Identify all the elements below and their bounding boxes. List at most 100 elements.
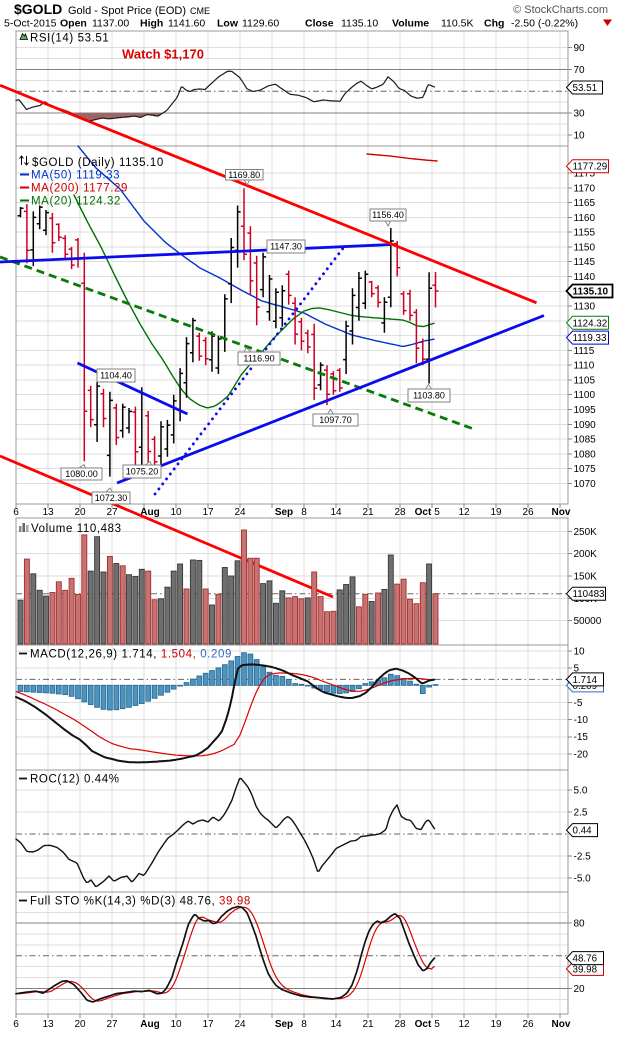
svg-text:20: 20	[574, 984, 586, 995]
svg-text:1124.32: 1124.32	[573, 318, 608, 329]
svg-text:Low: Low	[217, 18, 239, 30]
svg-text:MA(20) 1124.32: MA(20) 1124.32	[31, 196, 121, 208]
svg-text:1070: 1070	[574, 479, 597, 490]
svg-text:30: 30	[574, 109, 586, 120]
svg-text:80: 80	[574, 919, 586, 930]
svg-text:1165: 1165	[574, 198, 596, 209]
svg-text:1156.40: 1156.40	[372, 210, 404, 220]
svg-text:14: 14	[330, 1019, 342, 1030]
svg-text:1080.00: 1080.00	[65, 469, 98, 479]
svg-text:1135.10: 1135.10	[573, 287, 609, 298]
svg-text:8: 8	[301, 507, 307, 518]
svg-text:19: 19	[490, 1019, 502, 1030]
svg-text:90: 90	[574, 43, 586, 54]
svg-text:6: 6	[13, 1019, 19, 1030]
svg-text:2.5: 2.5	[574, 808, 588, 819]
svg-text:1140: 1140	[574, 272, 596, 283]
svg-text:70: 70	[574, 65, 586, 76]
svg-text:5.0: 5.0	[574, 786, 588, 797]
svg-text:10: 10	[574, 647, 586, 658]
svg-text:MA(50) 1119.33: MA(50) 1119.33	[31, 170, 120, 182]
svg-text:12: 12	[458, 1019, 470, 1030]
svg-text:MACD(12,26,9) 1.714, 1.504, 0.: MACD(12,26,9) 1.714, 1.504, 0.209	[30, 649, 232, 661]
svg-text:1103.80: 1103.80	[413, 391, 445, 401]
svg-text:1.714: 1.714	[573, 675, 598, 686]
svg-text:28: 28	[394, 507, 406, 518]
svg-text:1095: 1095	[574, 405, 597, 416]
svg-text:8: 8	[301, 1019, 307, 1030]
svg-text:1141.60: 1141.60	[168, 18, 205, 30]
svg-text:21: 21	[362, 1019, 374, 1030]
svg-text:MA(200) 1177.29: MA(200) 1177.29	[31, 183, 128, 195]
svg-text:1130: 1130	[574, 302, 596, 313]
svg-text:1177.29: 1177.29	[573, 162, 608, 173]
svg-text:1072.30: 1072.30	[95, 493, 128, 503]
svg-text:Aug: Aug	[140, 507, 159, 518]
svg-text:1100: 1100	[574, 390, 596, 401]
svg-text:1075: 1075	[574, 464, 597, 475]
svg-text:110.5K: 110.5K	[441, 18, 474, 30]
svg-text:Oct: Oct	[415, 1019, 432, 1030]
svg-text:39.98: 39.98	[573, 964, 598, 975]
svg-text:1097.70: 1097.70	[319, 415, 352, 425]
svg-text:17: 17	[202, 1019, 214, 1030]
svg-text:Sep: Sep	[275, 1019, 293, 1030]
svg-text:10: 10	[170, 507, 182, 518]
svg-text:Close: Close	[305, 18, 334, 30]
svg-text:150K: 150K	[574, 572, 598, 583]
svg-text:1085: 1085	[574, 435, 597, 446]
svg-text:1155: 1155	[574, 228, 596, 239]
svg-text:6: 6	[13, 507, 19, 518]
svg-text:20: 20	[74, 1019, 86, 1030]
svg-text:0.44: 0.44	[573, 826, 593, 837]
svg-text:Chg: Chg	[484, 18, 504, 30]
svg-text:53.51: 53.51	[573, 83, 598, 94]
svg-text:1170: 1170	[574, 183, 596, 194]
svg-text:Full STO %K(14,3) %D(3) 48.76,: Full STO %K(14,3) %D(3) 48.76, 39.98	[30, 896, 251, 908]
svg-text:5-Oct-2015: 5-Oct-2015	[4, 18, 57, 30]
svg-text:1080: 1080	[574, 449, 597, 460]
svg-text:1135.10: 1135.10	[341, 18, 378, 30]
svg-text:-5: -5	[574, 698, 583, 709]
svg-text:1137.00: 1137.00	[92, 18, 129, 30]
svg-text:110483: 110483	[573, 589, 606, 600]
svg-text:1110: 1110	[574, 361, 595, 372]
svg-text:Aug: Aug	[140, 1019, 159, 1030]
svg-text:19: 19	[490, 507, 502, 518]
svg-text:20: 20	[74, 507, 86, 518]
svg-text:1105: 1105	[574, 376, 596, 387]
svg-text:1116.90: 1116.90	[243, 354, 274, 364]
svg-text:5: 5	[434, 1019, 440, 1030]
svg-text:26: 26	[522, 507, 534, 518]
svg-text:1175: 1175	[574, 169, 596, 180]
svg-text:RSI(14) 53.51: RSI(14) 53.51	[30, 33, 109, 45]
svg-text:Watch $1,170: Watch $1,170	[122, 47, 204, 62]
svg-text:1090: 1090	[574, 420, 597, 431]
svg-text:CME: CME	[190, 6, 210, 16]
svg-text:$GOLD (Daily) 1135.10: $GOLD (Daily) 1135.10	[32, 157, 164, 169]
svg-text:17: 17	[202, 507, 214, 518]
svg-text:Gold - Spot Price (EOD): Gold - Spot Price (EOD)	[68, 5, 186, 17]
svg-text:10: 10	[170, 1019, 182, 1030]
svg-text:Nov: Nov	[552, 507, 571, 518]
svg-text:-5.0: -5.0	[574, 874, 592, 885]
svg-text:1147.30: 1147.30	[270, 242, 302, 252]
svg-text:12: 12	[458, 507, 470, 518]
svg-text:28: 28	[394, 1019, 406, 1030]
svg-text:1119.33: 1119.33	[573, 333, 608, 344]
svg-text:27: 27	[106, 1019, 118, 1030]
svg-text:50000: 50000	[574, 616, 602, 627]
svg-text:27: 27	[106, 507, 118, 518]
svg-text:1160: 1160	[574, 213, 596, 224]
svg-text:ROC(12) 0.44%: ROC(12) 0.44%	[30, 774, 120, 786]
svg-text:Volume 110,483: Volume 110,483	[31, 523, 122, 535]
svg-text:-10: -10	[574, 715, 589, 726]
svg-text:5: 5	[434, 507, 440, 518]
svg-text:Sep: Sep	[275, 507, 293, 518]
svg-text:13: 13	[42, 1019, 54, 1030]
svg-text:1145: 1145	[574, 257, 596, 268]
svg-text:$GOLD: $GOLD	[14, 1, 62, 17]
svg-text:48.76: 48.76	[573, 954, 598, 965]
svg-text:Volume: Volume	[392, 18, 429, 30]
svg-text:High: High	[140, 18, 163, 30]
